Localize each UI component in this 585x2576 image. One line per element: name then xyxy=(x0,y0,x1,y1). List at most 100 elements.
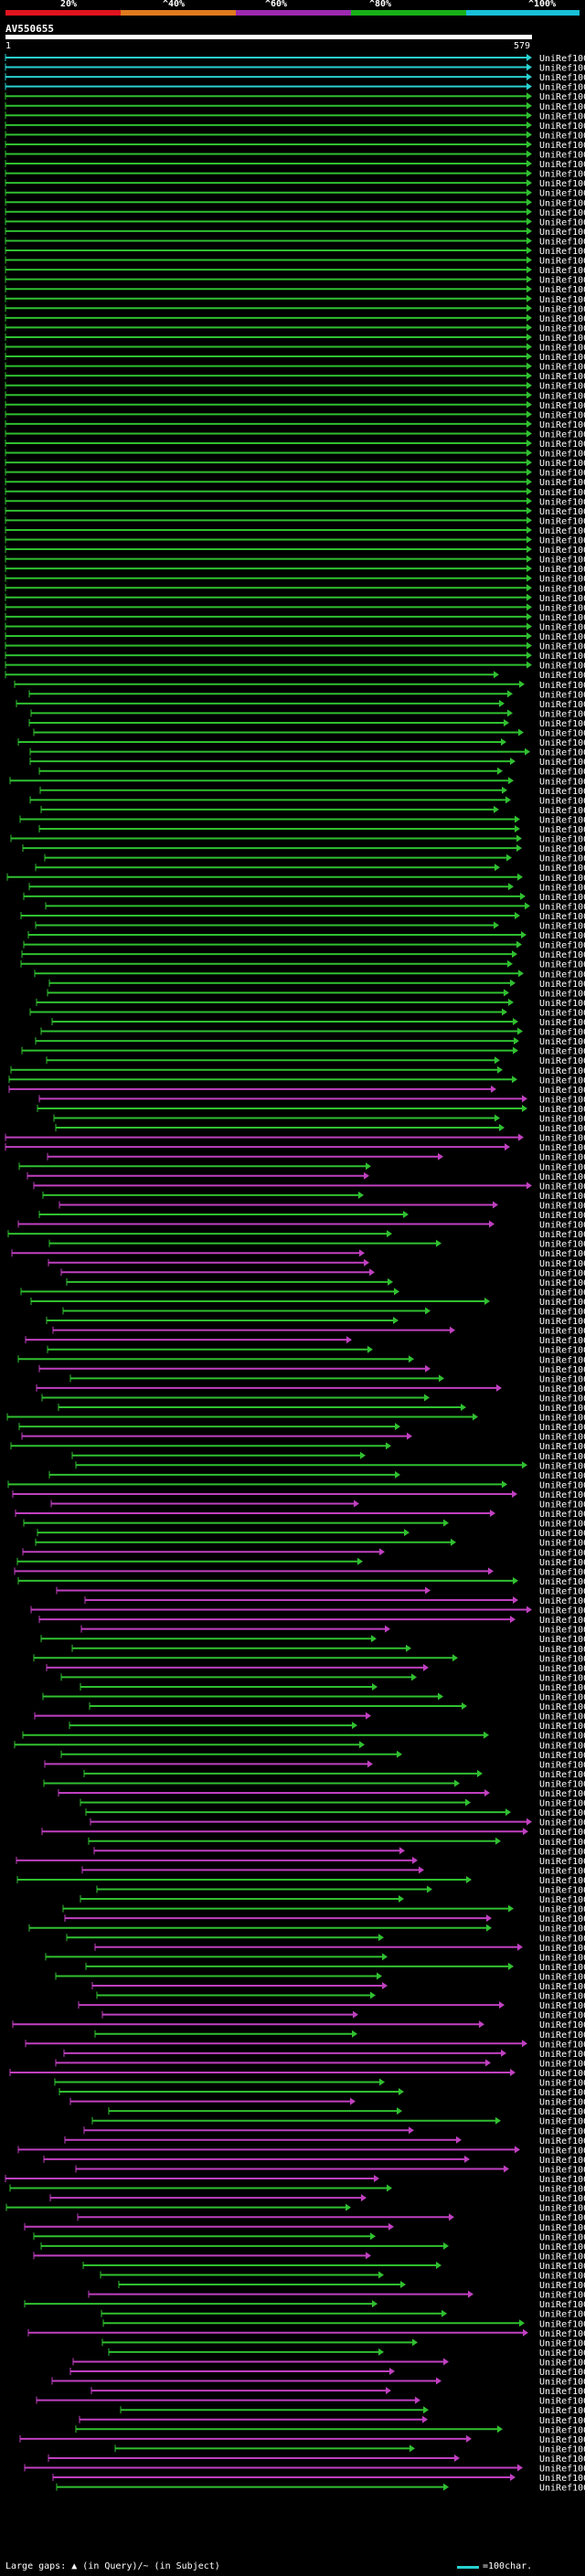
hit-label[interactable]: UniRef100_B9GUJ3 xyxy=(539,1789,585,1799)
hit-label[interactable]: UniRef100_A7NTS6 xyxy=(539,151,585,161)
hit-label[interactable]: UniRef100_B3CP53 xyxy=(539,2348,585,2359)
hit-row[interactable]: UniRef100_A2WXY8 xyxy=(21,1046,585,1057)
hit-label[interactable]: UniRef100_Q2MY36 xyxy=(539,1664,585,1674)
hit-label[interactable]: UniRef100_A8NNH6 xyxy=(539,2454,585,2465)
hit-label[interactable]: UniRef100_B9GUP2 xyxy=(539,1115,585,1125)
hit-label[interactable]: UniRef100_C6TM69 xyxy=(539,1866,585,1876)
hit-label[interactable]: UniRef100_UP1000... xyxy=(539,565,585,575)
hit-row[interactable]: UniRef100_B9SR94 xyxy=(64,1914,585,1924)
hit-row[interactable]: UniRef100_Q7XHU4 xyxy=(17,2146,585,2156)
hit-label[interactable]: UniRef100_B9MVM4 xyxy=(539,2050,585,2060)
hit-label[interactable]: UniRef100_A7QGV3 xyxy=(539,2117,585,2127)
hit-label[interactable]: UniRef100_B6TXU0 xyxy=(539,989,585,999)
hit-row[interactable]: UniRef100_B9IP74 xyxy=(16,1875,585,1886)
hit-label[interactable]: UniRef100_B9GXB6 xyxy=(539,902,585,912)
hit-label[interactable]: UniRef100_Q2MY41 xyxy=(539,1616,585,1626)
hit-row[interactable]: UniRef100_Q2I180 xyxy=(5,82,585,93)
hit-row[interactable]: UniRef100_UP1000... xyxy=(5,323,585,334)
hit-label[interactable]: UniRef100_A5AUQ2 xyxy=(539,160,585,170)
hit-label[interactable]: UniRef100_B9GUP0 xyxy=(539,478,585,488)
hit-label[interactable]: UniRef100_UP1000... xyxy=(539,2232,585,2242)
hit-label[interactable]: UniRef100_B9GUP3 xyxy=(539,363,585,373)
hit-label[interactable]: UniRef100_Q24152 xyxy=(539,777,585,787)
hit-row[interactable]: UniRef100_Q1VTF5 xyxy=(24,2222,585,2233)
hit-label[interactable]: UniRef100_Q9XE79 xyxy=(539,1490,585,1500)
hit-label[interactable]: UniRef100_UP1000... xyxy=(539,141,585,151)
hit-row[interactable]: UniRef100_A7QYE2 xyxy=(44,1760,585,1770)
hit-row[interactable]: UniRef100_B9IP72 xyxy=(41,1828,585,1838)
hit-label[interactable]: UniRef100_Q41487 xyxy=(539,1654,585,1664)
hit-label[interactable]: UniRef100_Q2MY60 xyxy=(539,1355,585,1365)
hit-row[interactable]: UniRef100_B9HQX3 xyxy=(55,1124,585,1134)
hit-row[interactable]: UniRef100_UP1000... xyxy=(5,92,585,102)
hit-label[interactable]: UniRef100_Q7XHU4 xyxy=(539,1741,585,1751)
hit-label[interactable]: UniRef100_B4FY05 xyxy=(539,1645,585,1655)
hit-row[interactable]: UniRef100_A4CJ15 xyxy=(75,2425,585,2435)
hit-label[interactable]: UniRef100_A7PL77 xyxy=(539,382,585,392)
hit-row[interactable]: UniRef100_A5BAJ3 xyxy=(90,1818,585,1829)
hit-label[interactable]: UniRef100_Q9FZ07 xyxy=(539,1808,585,1818)
hit-row[interactable]: UniRef100_A7NTS9 xyxy=(5,459,585,469)
hit-label[interactable]: UniRef100_A4WA42 xyxy=(539,1076,585,1086)
hit-label[interactable]: UniRef100_Q2MY42 xyxy=(539,1683,585,1693)
hit-label[interactable]: UniRef100_Q23784 xyxy=(539,1066,585,1076)
hit-label[interactable]: UniRef100_Q89EM1 xyxy=(539,2406,585,2416)
hit-label[interactable]: UniRef100_B4HBM0 xyxy=(539,2291,585,2301)
hit-row[interactable]: UniRef100_UP1000... xyxy=(5,343,585,354)
hit-label[interactable]: UniRef100_Q2QVI1 xyxy=(539,401,585,411)
hit-label[interactable]: UniRef100_C5X829 xyxy=(539,1944,585,1954)
hit-label[interactable]: UniRef100_A7QQ45 xyxy=(539,2310,585,2320)
hit-label[interactable]: UniRef100_Q2MY58 xyxy=(539,1346,585,1356)
hit-label[interactable]: UniRef100_A7NTS9 xyxy=(539,459,585,469)
hit-label[interactable]: UniRef100_Q6YUN7 xyxy=(539,2465,585,2475)
hit-row[interactable]: UniRef100_B9WB32 xyxy=(27,2328,585,2339)
hit-label[interactable]: UniRef100_B9VE75 xyxy=(539,1008,585,1018)
hit-row[interactable]: UniRef100_B9HQT8 xyxy=(21,950,585,960)
hit-row[interactable]: UniRef100_Q2QTJ5 xyxy=(60,1268,585,1278)
hit-row[interactable]: UniRef100_B6Y979 xyxy=(56,2483,585,2494)
hit-label[interactable]: UniRef100_B9P539 xyxy=(539,1847,585,1857)
hit-label[interactable]: UniRef100_A3CIA2 xyxy=(539,1308,585,1318)
hit-row[interactable]: UniRef100_A7QQ46 xyxy=(108,2107,585,2117)
hit-label[interactable]: UniRef100_Q0J984 xyxy=(539,1211,585,1221)
hit-label[interactable]: UniRef100_B9R762 xyxy=(539,488,585,498)
hit-row[interactable]: UniRef100_Q6ZIZ1 xyxy=(5,574,585,585)
hit-label[interactable]: UniRef100_B9IP59 xyxy=(539,1857,585,1867)
hit-row[interactable]: UniRef100_B4FR12 xyxy=(5,535,585,546)
hit-row[interactable]: UniRef100_Q0J984 xyxy=(38,1211,585,1221)
hit-row[interactable]: UniRef100_A5C3L2 xyxy=(22,844,585,854)
hit-label[interactable]: UniRef100_Q2MY40 xyxy=(539,1558,585,1568)
hit-row[interactable]: UniRef100_B9GZN0 xyxy=(5,1143,585,1153)
hit-row[interactable]: UniRef100_B6U7N6 xyxy=(20,911,585,922)
hit-row[interactable]: UniRef100_Q2QTJ4 xyxy=(10,1442,585,1452)
hit-row[interactable]: UniRef100_UP1000... xyxy=(5,2175,585,2185)
hit-row[interactable]: UniRef100_A7PL77 xyxy=(5,381,585,392)
hit-label[interactable]: UniRef100_B9IP76 xyxy=(539,2011,585,2021)
hit-row[interactable]: UniRef100_Q4VJU5 xyxy=(43,2155,585,2166)
hit-row[interactable]: UniRef100_A7NTR8 xyxy=(5,661,585,672)
hit-row[interactable]: UniRef100_Q9FZ00 xyxy=(35,921,585,932)
hit-row[interactable]: UniRef100_UP1000... xyxy=(85,1962,585,1973)
hit-label[interactable]: UniRef100_B9IP72 xyxy=(539,1828,585,1838)
hit-row[interactable]: UniRef100_Q2MY42 xyxy=(84,1596,585,1606)
hit-row[interactable]: UniRef100_A7NVL4 xyxy=(5,207,585,218)
hit-row[interactable]: UniRef100_A2YUP4 xyxy=(28,718,585,729)
hit-row[interactable]: UniRef100_B9GUJ3 xyxy=(58,1789,585,1799)
hit-row[interactable]: UniRef100_Q41487 xyxy=(33,1654,585,1664)
hit-row[interactable]: UniRef100_Q2MY44 xyxy=(30,1297,585,1308)
hit-row[interactable]: UniRef100_B9IP73 xyxy=(80,1895,585,1905)
hit-label[interactable]: UniRef100_A9NMD2 xyxy=(539,2213,585,2223)
hit-label[interactable]: UniRef100_Q2MY37 xyxy=(539,1606,585,1617)
hit-row[interactable]: UniRef100_C5YMM2 xyxy=(5,593,585,604)
hit-row[interactable]: UniRef100_A9PAP2 xyxy=(45,1953,585,1963)
hit-row[interactable]: UniRef100_Q2I179 xyxy=(5,63,585,74)
hit-label[interactable]: UniRef100_B8BGD9 xyxy=(539,526,585,536)
hit-label[interactable]: UniRef100_A5BXW7 xyxy=(539,2136,585,2147)
hit-row[interactable]: UniRef100_UP1000... xyxy=(40,805,585,816)
hit-row[interactable]: UniRef100_Q2MY37 xyxy=(30,1606,585,1617)
hit-row[interactable]: UniRef100_UP1000... xyxy=(5,275,585,286)
hit-row[interactable]: UniRef100_B3ESZ0 xyxy=(5,2203,585,2214)
hit-label[interactable]: UniRef100_UP1000... xyxy=(539,806,585,816)
hit-row[interactable]: UniRef100_B9MVM4 xyxy=(63,2049,585,2060)
hit-label[interactable]: UniRef100_Q9SMX3 xyxy=(539,2416,585,2426)
